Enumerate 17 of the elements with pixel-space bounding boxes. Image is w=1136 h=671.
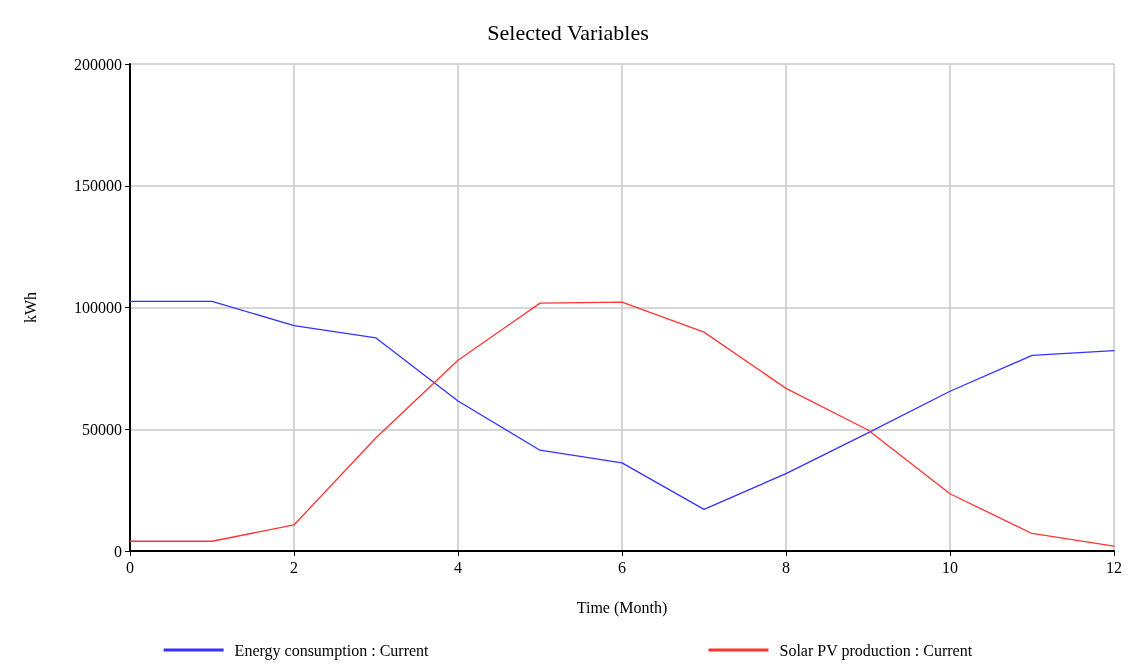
x-tick-label: 4 <box>454 558 462 576</box>
x-tick-label: 8 <box>782 558 790 576</box>
x-tick-label: 10 <box>942 558 958 576</box>
chart-title: Selected Variables <box>487 19 649 45</box>
x-axis-title: Time (Month) <box>576 598 668 617</box>
x-tick-label: 6 <box>618 558 626 576</box>
y-tick-label: 100000 <box>74 299 122 316</box>
legend-label: Solar PV production : Current <box>779 641 973 660</box>
y-tick-label: 50000 <box>82 420 122 438</box>
y-tick-label: 0 <box>114 542 122 560</box>
x-tick-label: 12 <box>1106 558 1122 576</box>
y-tick-label: 150000 <box>74 177 122 195</box>
x-tick-label: 0 <box>126 558 134 576</box>
legend-label: Energy consumption : Current <box>234 641 430 660</box>
y-axis-title: kWh <box>21 291 39 324</box>
x-tick-label: 2 <box>290 558 298 576</box>
y-tick-label: 200000 <box>74 55 122 73</box>
